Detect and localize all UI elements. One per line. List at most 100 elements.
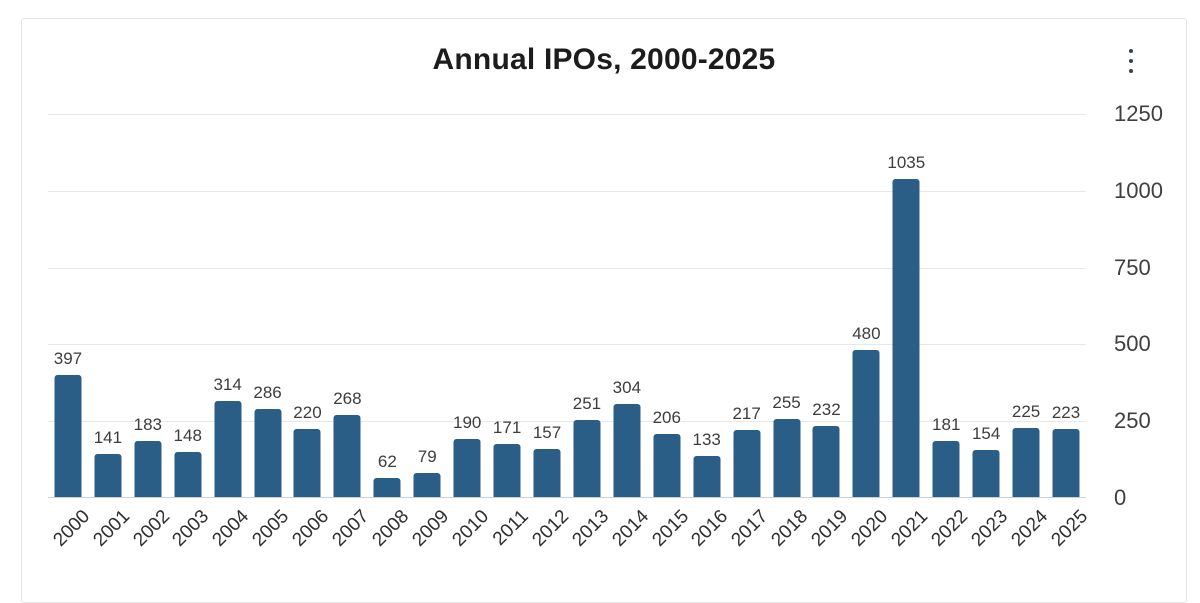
bar-value-label: 133 [692,430,721,450]
bar-slot-2019: 232 2019 [807,114,853,551]
bar-2011[interactable] [493,444,521,497]
y-axis-tick-label: 1000 [1114,177,1163,203]
bar-value-label: 232 [812,399,841,419]
bar-value-label: 220 [293,403,322,423]
gridline-1000 [48,190,1086,192]
bar-2018[interactable] [773,418,801,497]
bar-value-label: 286 [253,383,282,403]
kebab-dot [1129,49,1133,53]
bar-2025[interactable] [1052,428,1080,497]
bar-value-label: 154 [971,423,1001,443]
bar-value-label: 223 [1051,402,1081,422]
bar-slot-2016: 133 2016 [687,114,733,551]
y-axis-tick-label: 250 [1114,408,1151,434]
x-axis-tick-label: 2008 [368,506,414,551]
gridline-500 [48,344,1086,346]
bar-2003[interactable] [174,451,202,497]
kebab-dot [1129,59,1133,63]
bar-2012[interactable] [533,448,561,497]
x-axis-tick-label: 2012 [528,506,573,551]
bar-slot-2003: 148 2003 [168,114,214,551]
bar-value-label: 148 [173,425,202,445]
bar-2005[interactable] [254,409,282,497]
bar-2022[interactable] [932,441,960,497]
bar-slot-2023: 154 2023 [966,114,1012,551]
bar-slot-2004: 314 2004 [208,114,254,551]
bar-slot-2006: 220 2006 [288,114,334,550]
chart-card: Annual IPOs, 2000-2025 397 2000 141 2001 183… [21,18,1187,603]
bar-2004[interactable] [214,400,242,497]
bar-slot-2007: 268 2007 [327,114,374,551]
bar-slot-2005: 286 2005 [248,114,294,551]
x-axis-tick-label: 2014 [607,506,653,551]
x-axis-tick-label: 2002 [128,506,174,551]
x-axis-tick-label: 2019 [807,506,853,551]
bar-2006[interactable] [293,429,321,497]
bar-value-label: 268 [333,388,362,408]
kebab-menu-icon[interactable] [1122,47,1140,75]
bar-2001[interactable] [94,453,122,497]
bar-slot-2012: 157 2012 [527,114,573,551]
bar-value-label: 255 [772,392,801,412]
bar-2000[interactable] [54,375,82,497]
x-axis-tick-label: 2018 [767,506,813,551]
bar-2020[interactable] [852,349,880,497]
bar-2017[interactable] [733,430,761,497]
bar-2013[interactable] [573,419,601,497]
y-axis-tick-label: 0 [1114,485,1127,510]
bar-2016[interactable] [693,456,721,497]
bar-value-label: 190 [452,412,482,432]
x-axis-tick-label: 2011 [489,506,533,550]
x-axis-tick-label: 2000 [49,506,94,551]
gridline-1250 [48,114,1086,115]
bar-2021[interactable] [892,179,920,497]
plot-area: 397 2000 141 2001 183 2002 148 2003 314 2004 286 20… [48,114,1092,551]
bar-slot-2021: 1035 2021 [886,114,932,551]
x-axis-tick-label: 2015 [647,506,693,551]
bar-value-label: 141 [93,427,123,447]
bar-value-label: 304 [612,377,642,397]
x-axis-tick-label: 2010 [448,506,494,551]
bar-slot-2002: 183 2002 [128,114,174,551]
chart-title: Annual IPOs, 2000-2025 [432,43,776,76]
bar-value-label: 183 [133,414,162,434]
y-axis-tick-label: 750 [1114,254,1151,280]
bar-2024[interactable] [1012,427,1040,497]
bar-value-label: 314 [213,374,242,394]
bar-value-label: 225 [1011,401,1041,421]
x-axis-tick-label: 2001 [88,506,134,551]
bar-slot-2018: 255 2018 [767,114,813,551]
bar-slot-2013: 251 2013 [567,114,613,551]
x-axis-tick-label: 2023 [967,506,1013,551]
bar-2019[interactable] [812,425,840,497]
bar-2007[interactable] [333,414,361,497]
bar-slot-2001: 141 2001 [88,114,134,551]
y-axis-tick-label: 500 [1114,331,1151,357]
bar-value-label: 79 [417,446,437,466]
bar-2014[interactable] [613,403,641,497]
bar-slot-2011: 171 2011 [487,114,533,549]
bar-slot-2014: 304 2014 [607,114,653,551]
bar-2015[interactable] [653,433,681,497]
bar-2009[interactable] [413,472,441,497]
bar-2010[interactable] [453,438,481,497]
x-axis-tick-label: 2021 [887,506,933,551]
x-axis-tick-label: 2013 [568,506,613,551]
bar-value-label: 217 [732,404,761,424]
gridline-750 [48,267,1086,269]
bar-2008[interactable] [373,477,401,497]
bar-slot-2000: 397 2000 [48,114,94,551]
bar-slot-2022: 181 2022 [926,114,972,550]
bar-value-label: 157 [532,422,562,442]
bars-container: 397 2000 141 2001 183 2002 148 2003 314 2004 286 20… [48,114,1092,551]
gridline-250 [48,421,1086,423]
bar-2002[interactable] [134,440,162,497]
bar-value-label: 181 [932,415,961,435]
x-axis-tick-label: 2003 [168,506,214,551]
x-axis-tick-label: 2009 [408,506,454,551]
x-axis-tick-label: 2025 [1047,506,1092,551]
bar-2023[interactable] [972,449,1000,497]
x-axis-tick-label: 2006 [288,506,334,551]
bar-value-label: 171 [492,418,522,438]
bar-slot-2024: 225 2024 [1006,114,1052,551]
